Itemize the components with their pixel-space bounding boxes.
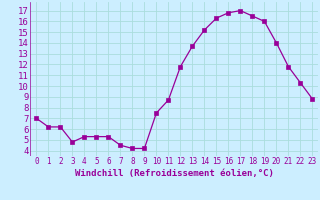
X-axis label: Windchill (Refroidissement éolien,°C): Windchill (Refroidissement éolien,°C) (75, 169, 274, 178)
